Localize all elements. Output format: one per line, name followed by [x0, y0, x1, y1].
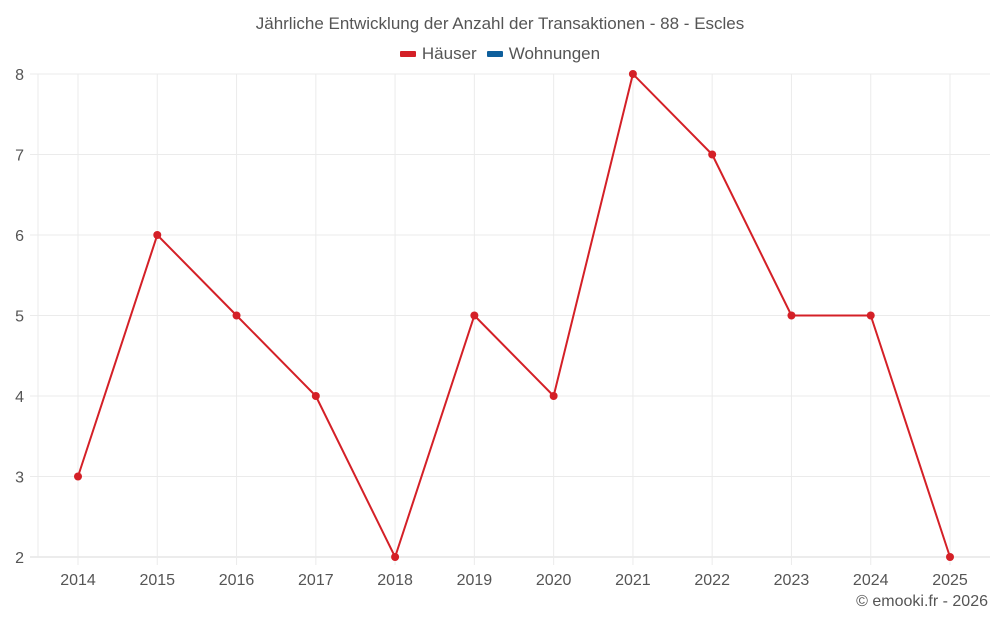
legend: Häuser Wohnungen — [0, 44, 1000, 64]
data-point[interactable] — [866, 311, 875, 320]
data-point[interactable] — [153, 231, 162, 239]
legend-swatch-haeuser — [399, 51, 416, 57]
data-point[interactable] — [787, 311, 796, 320]
data-point[interactable] — [946, 553, 954, 561]
legend-label-wohnungen: Wohnungen — [508, 44, 601, 63]
chart-title: Jährliche Entwicklung der Anzahl der Tra… — [255, 14, 745, 33]
data-point[interactable] — [74, 472, 82, 481]
y-tick-label: 5 — [15, 309, 24, 326]
y-tick-label: 3 — [15, 470, 24, 487]
data-point[interactable] — [391, 553, 400, 561]
data-point[interactable] — [470, 311, 479, 320]
x-tick-label: 2021 — [615, 572, 651, 589]
legend-item-haeuser[interactable]: Häuser — [399, 44, 477, 64]
y-tick-label: 2 — [15, 550, 24, 567]
x-tick-label: 2023 — [774, 572, 810, 589]
series-line — [77, 72, 951, 560]
x-tick-label: 2025 — [932, 572, 968, 589]
y-tick-label: 7 — [15, 148, 24, 165]
x-tick-label: 2019 — [457, 572, 493, 589]
data-point[interactable] — [232, 311, 241, 320]
legend-label-haeuser: Häuser — [421, 44, 477, 63]
x-tick-label: 2022 — [694, 572, 730, 589]
y-tick-label: 6 — [15, 228, 24, 245]
legend-swatch-wohnungen — [486, 51, 503, 57]
legend-item-wohnungen[interactable]: Wohnungen — [486, 44, 601, 64]
x-tick-label: 2020 — [536, 572, 572, 589]
data-point[interactable] — [708, 150, 717, 159]
y-tick-label: 8 — [15, 67, 24, 84]
data-point[interactable] — [628, 70, 637, 78]
data-point[interactable] — [311, 392, 320, 400]
x-tick-label: 2016 — [219, 572, 255, 589]
x-tick-label: 2014 — [60, 572, 96, 589]
credit-text: © emooki.fr - 2026 — [856, 593, 988, 610]
y-tick-label: 4 — [15, 389, 24, 406]
x-tick-label: 2018 — [377, 572, 413, 589]
data-point[interactable] — [549, 392, 558, 400]
x-tick-label: 2015 — [139, 572, 175, 589]
x-tick-label: 2017 — [298, 572, 334, 589]
x-tick-label: 2024 — [853, 572, 889, 589]
